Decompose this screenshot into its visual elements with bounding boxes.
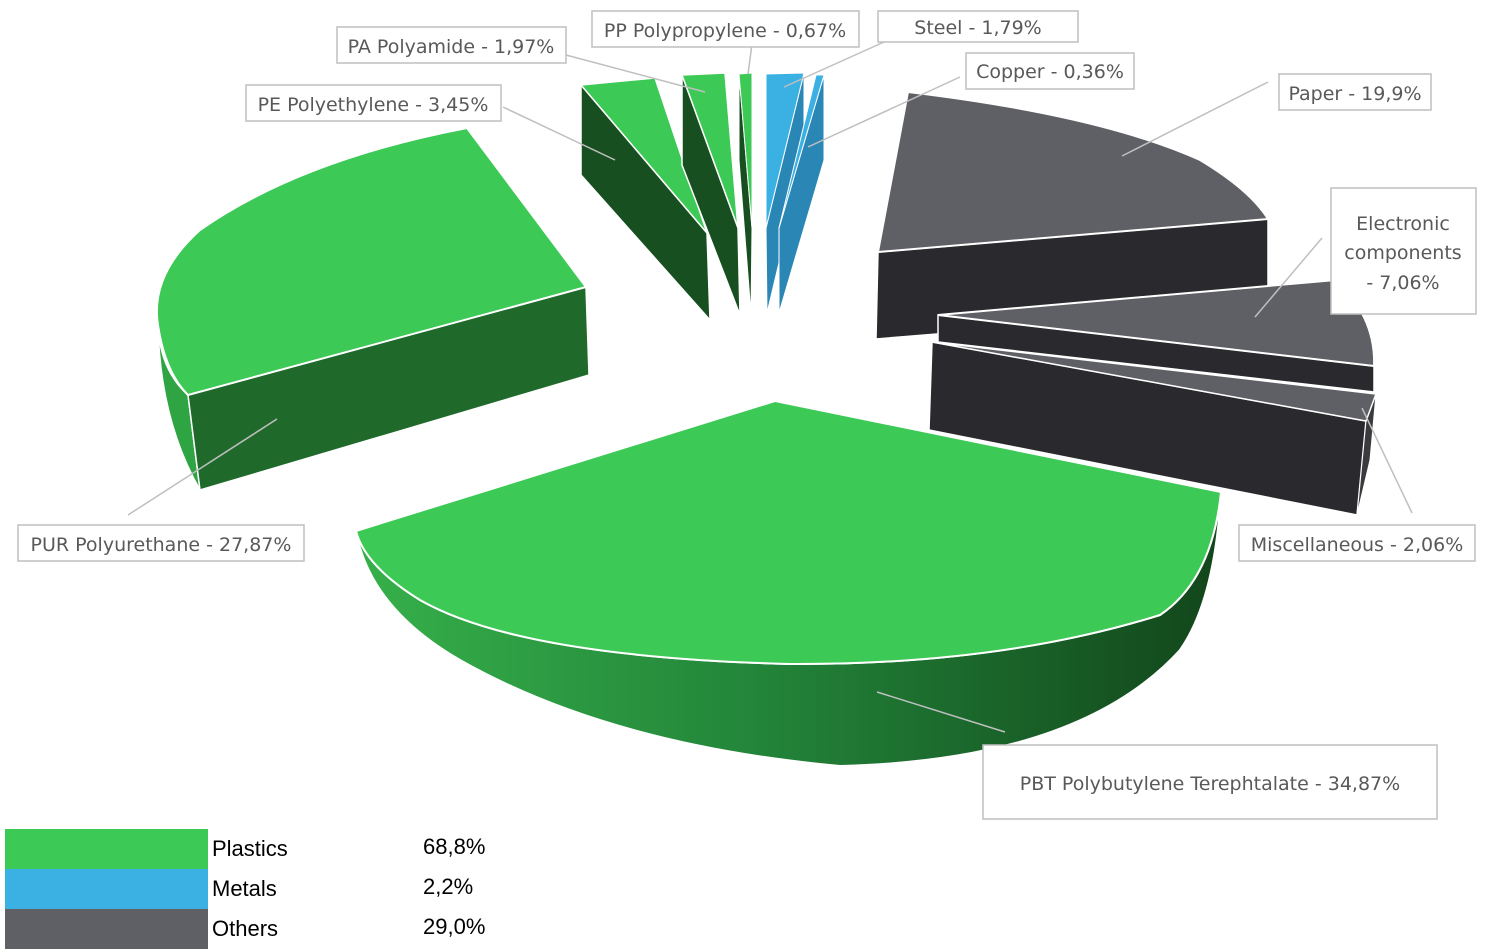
slice-pur-polyurethane xyxy=(156,126,590,491)
leader-pbt xyxy=(876,691,1006,733)
callout-electronic-line-1: Electronic xyxy=(1356,213,1450,235)
leader-pur xyxy=(127,418,278,516)
legend-item-plastics: Plastics 68,8% xyxy=(5,829,605,869)
legend-label-metals: Metals xyxy=(212,876,277,901)
leader-copper xyxy=(807,76,961,148)
callout-pur-text: PUR Polyurethane - 27,87% xyxy=(31,534,292,556)
callout-pp-text: PP Polypropylene - 0,67% xyxy=(604,20,846,42)
callout-copper-text: Copper - 0,36% xyxy=(976,61,1124,83)
callout-pe-text: PE Polyethylene - 3,45% xyxy=(258,94,489,116)
leader-steel xyxy=(783,41,885,88)
slice-pa-top xyxy=(680,72,739,229)
leader-misc xyxy=(1361,407,1413,514)
slice-paper-top xyxy=(876,90,1270,254)
callout-pbt-text: PBT Polybutylene Terephtalate - 34,87% xyxy=(1020,773,1400,795)
legend-swatch-others xyxy=(5,909,208,949)
callout-pbt: PBT Polybutylene Terephtalate - 34,87% xyxy=(982,744,1438,820)
legend-value-metals: 2,2% xyxy=(423,874,474,899)
callout-pa: PA Polyamide - 1,97% xyxy=(336,26,567,64)
slice-pur-side-outer xyxy=(157,324,201,491)
legend-value-plastics: 68,8% xyxy=(423,834,486,859)
callout-miscellaneous: Miscellaneous - 2,06% xyxy=(1238,524,1476,562)
slice-copper xyxy=(778,74,825,314)
callout-paper-text: Paper - 19,9% xyxy=(1288,83,1421,105)
leader-lines xyxy=(127,41,1413,733)
leader-paper xyxy=(1121,81,1269,157)
slice-copper-top xyxy=(778,74,825,229)
legend-value-others: 29,0% xyxy=(423,914,486,939)
slice-pur-top xyxy=(156,126,588,397)
leader-electronic xyxy=(1254,237,1323,318)
callout-pe: PE Polyethylene - 3,45% xyxy=(245,84,502,122)
callout-misc-text: Miscellaneous - 2,06% xyxy=(1251,534,1464,556)
callout-paper: Paper - 19,9% xyxy=(1278,73,1432,111)
legend-item-others: Others 29,0% xyxy=(5,909,605,949)
legend-item-metals: Metals 2,2% xyxy=(5,869,605,909)
callout-pur: PUR Polyurethane - 27,87% xyxy=(17,524,305,562)
slice-pa-polyamide xyxy=(680,72,741,316)
callout-electronic: Electronic components - 7,06% xyxy=(1330,187,1477,315)
slice-steel-top xyxy=(765,72,805,229)
callout-copper: Copper - 0,36% xyxy=(965,52,1135,90)
slice-pe-polyethylene xyxy=(579,77,711,323)
legend-label-plastics: Plastics xyxy=(212,836,288,861)
legend-swatch-metals xyxy=(5,869,208,909)
slice-pp-top xyxy=(738,72,753,229)
slice-pbt-polybutylene-terephtalate xyxy=(354,399,1223,768)
callout-steel: Steel - 1,79% xyxy=(877,10,1079,43)
callout-electronic-line-2: components xyxy=(1344,242,1461,264)
callout-electronic-line-3: - 7,06% xyxy=(1366,272,1439,294)
slice-pe-top xyxy=(579,77,708,234)
callout-pp: PP Polypropylene - 0,67% xyxy=(591,10,860,48)
callouts: PUR Polyurethane - 27,87% PE Polyethylen… xyxy=(17,10,1477,820)
leader-pp xyxy=(747,43,753,75)
legend-label-others: Others xyxy=(212,916,279,941)
callout-pa-text: PA Polyamide - 1,97% xyxy=(348,36,555,58)
legend-swatch-plastics xyxy=(5,829,208,869)
slice-miscellaneous xyxy=(928,341,1378,516)
slice-pp-polypropylene xyxy=(738,72,753,315)
slice-misc-top xyxy=(931,341,1378,422)
slice-pbt-top xyxy=(354,399,1223,666)
leader-pe xyxy=(502,106,616,161)
leader-pa xyxy=(565,54,706,93)
callout-steel-text: Steel - 1,79% xyxy=(914,17,1041,39)
